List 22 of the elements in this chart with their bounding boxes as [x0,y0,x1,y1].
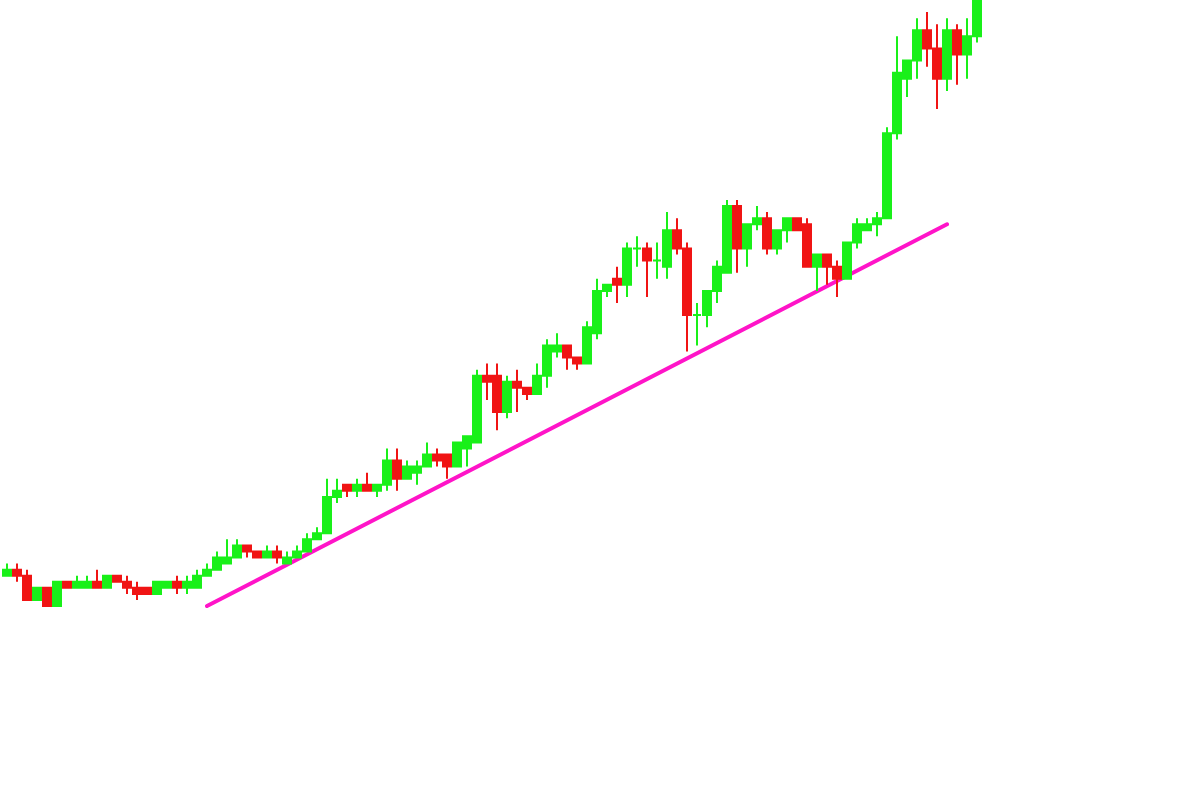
candlestick [392,447,402,492]
candlestick [612,265,622,304]
candlestick [942,17,952,92]
candlestick [732,198,742,274]
candlestick [362,471,372,492]
candlestick [52,580,62,607]
candlestick [262,544,272,559]
candlestick [342,483,352,498]
candlestick [762,211,772,256]
candlestick [42,586,52,607]
candlestick [172,574,182,595]
candlestick [62,580,72,589]
candlestick [102,574,112,589]
candlestick [92,568,102,589]
candlestick [642,241,652,298]
candlestick [812,253,822,292]
candlestick [352,477,362,498]
candlestick [2,562,12,577]
candlestick [272,544,282,565]
candlestick [952,23,962,86]
candlestick [502,374,512,420]
candlestick [32,586,42,601]
